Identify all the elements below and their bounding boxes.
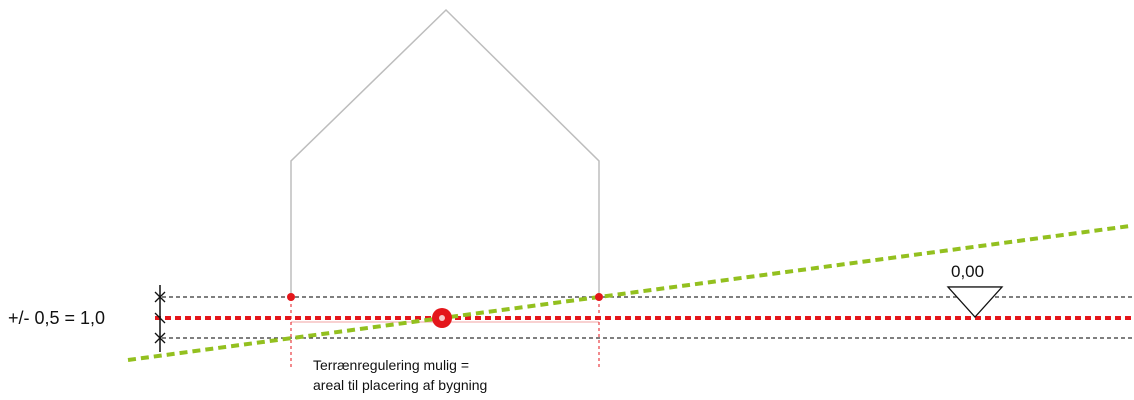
reference-point-marker-center	[439, 315, 445, 321]
right-corner-point	[595, 293, 603, 301]
tolerance-tick-mid	[154, 312, 166, 324]
tolerance-label: +/- 0,5 = 1,0	[8, 308, 106, 328]
house-outline	[290, 8, 600, 297]
note-line-1: Terrænregulering mulig =	[313, 357, 470, 373]
note-line-2: areal til placering af bygning	[313, 377, 488, 393]
tolerance-tick-top-b	[154, 291, 166, 303]
tolerance-tick-bottom-b	[154, 332, 166, 344]
level-marker-triangle	[946, 286, 1004, 318]
left-corner-point	[287, 293, 295, 301]
level-label: 0,00	[951, 262, 985, 281]
